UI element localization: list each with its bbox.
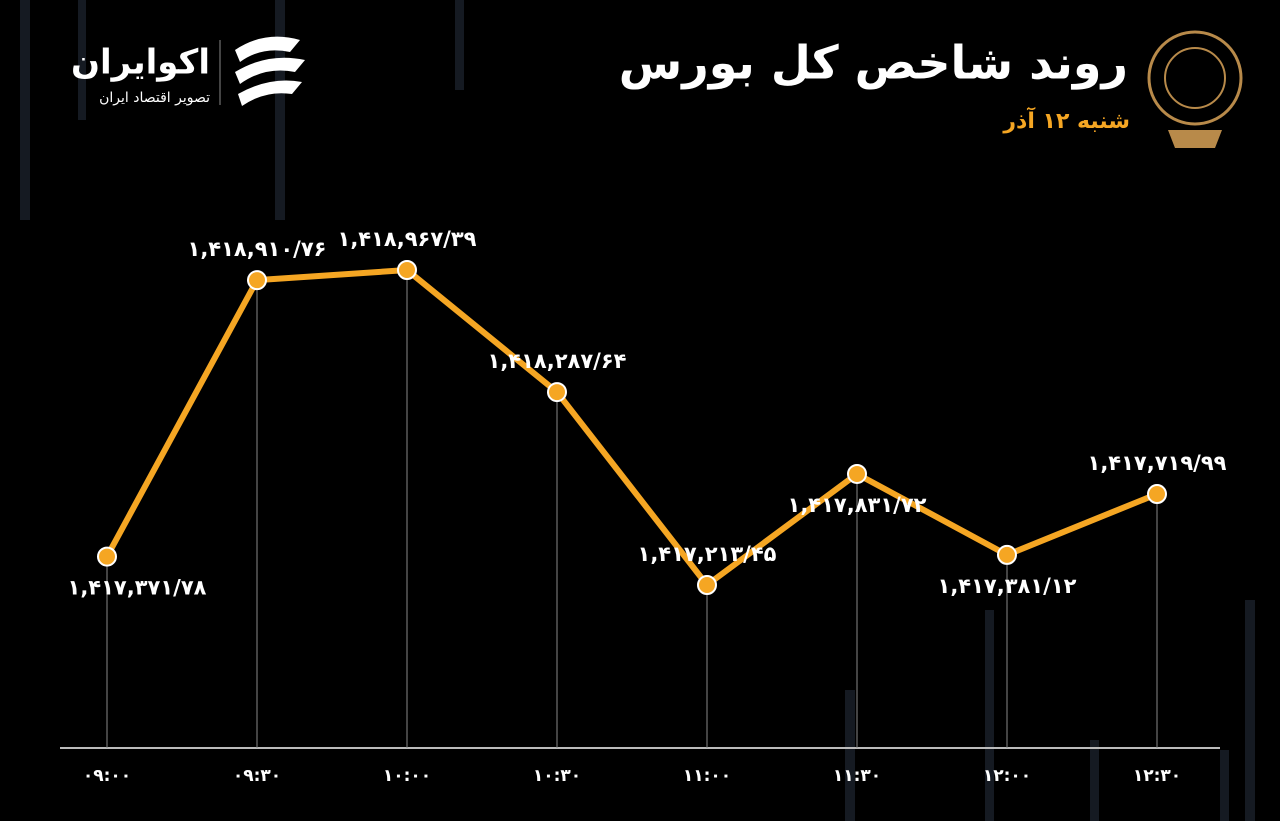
value-label: ۱,۴۱۸,۹۱۰/۷۶ <box>188 237 327 261</box>
value-label: ۱,۴۱۷,۸۳۱/۷۲ <box>788 493 927 517</box>
x-tick-label: ۱۲:۳۰ <box>1133 766 1181 786</box>
point <box>1147 484 1167 505</box>
value-label: ۱,۴۱۸,۲۸۷/۶۴ <box>488 349 627 373</box>
x-tick-label: ۰۹:۳۰ <box>233 766 281 786</box>
emblem-base <box>1168 130 1222 148</box>
emblem <box>1147 30 1243 126</box>
value-label: ۱,۴۱۷,۲۱۳/۴۵ <box>638 542 777 566</box>
chart-subtitle: شنبه ۱۲ آذر <box>1002 106 1130 134</box>
brand-name: اکوایران <box>71 43 210 83</box>
point <box>697 575 717 595</box>
x-tick-label: ۱۰:۳۰ <box>533 766 581 786</box>
point <box>247 270 267 291</box>
chart-title: روند شاخص کل بورس <box>619 36 1128 90</box>
x-tick-label: ۰۹:۰۰ <box>83 766 131 786</box>
decor-candles <box>20 0 1255 821</box>
emblem-inner <box>1164 47 1226 109</box>
value-label: ۱,۴۱۷,۳۸۱/۱۲ <box>938 574 1077 598</box>
value-label: ۱,۴۱۸,۹۶۷/۳۹ <box>338 227 477 251</box>
x-tick-label: ۱۱:۳۰ <box>833 766 881 786</box>
brand-tagline: تصویر اقتصاد ایران <box>99 90 210 106</box>
x-tick-label: ۱۱:۰۰ <box>683 766 731 786</box>
point <box>847 463 867 484</box>
point <box>997 544 1017 565</box>
brand-logo <box>235 36 305 106</box>
point <box>97 546 117 567</box>
series-line <box>104 267 1159 588</box>
x-tick-label: ۱۲:۰۰ <box>983 766 1031 786</box>
point <box>547 382 567 403</box>
value-label: ۱,۴۱۷,۳۷۱/۷۸ <box>68 576 207 600</box>
x-tick-label: ۱۰:۰۰ <box>383 766 431 786</box>
value-label: ۱,۴۱۷,۷۱۹/۹۹ <box>1088 451 1227 475</box>
point <box>397 260 417 280</box>
